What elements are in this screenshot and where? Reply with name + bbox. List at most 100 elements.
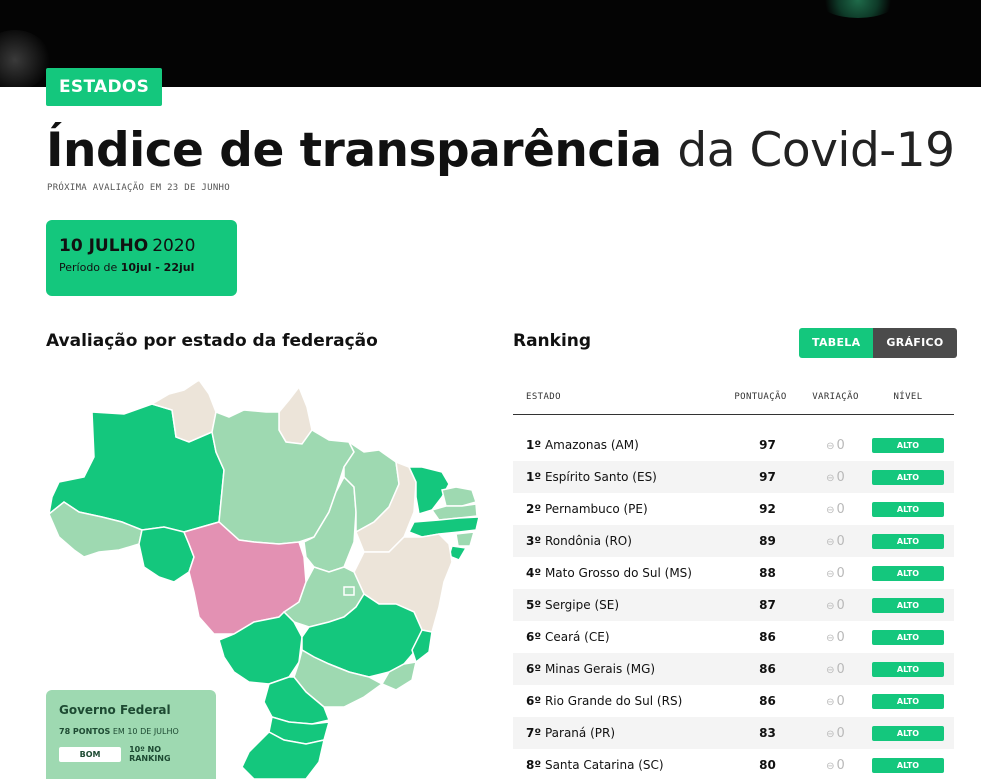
- next-evaluation-note: PRÓXIMA AVALIAÇÃO EM 23 DE JUNHO: [47, 183, 230, 193]
- period-selector[interactable]: 10 JULHO 2020 Período de 10jul - 22jul: [46, 220, 237, 296]
- map-state-pe[interactable]: [407, 516, 480, 538]
- row-state: Mato Grosso do Sul (MS): [544, 566, 692, 580]
- row-score: 97: [759, 470, 776, 484]
- row-state: Sergipe (SE): [544, 598, 620, 612]
- row-variation: ⊖ 0: [808, 502, 863, 517]
- federal-government-card[interactable]: Governo Federal 78 PONTOS EM 10 DE JULHO…: [46, 690, 216, 779]
- ranking-table-header: ESTADO PONTUAÇÃO VARIAÇÃO NÍVEL: [513, 380, 954, 415]
- row-variation-value: 0: [836, 469, 845, 485]
- federal-ranking: 10º NO RANKING: [129, 745, 171, 763]
- level-badge: ALTO: [872, 565, 944, 581]
- row-score: 86: [759, 694, 776, 708]
- neutral-variation-icon: ⊖: [826, 664, 835, 676]
- row-state: Santa Catarina (SC): [544, 758, 664, 772]
- table-row[interactable]: 7º Paraná (PR) 83 ⊖ 0 ALTO: [513, 717, 954, 749]
- row-score: 89: [759, 534, 776, 548]
- toggle-chart-button[interactable]: GRÁFICO: [873, 328, 957, 358]
- row-state: Ceará (CE): [544, 630, 610, 644]
- column-header-level[interactable]: NÍVEL: [893, 392, 923, 402]
- row-variation-value: 0: [836, 565, 845, 581]
- table-row[interactable]: 2º Pernambuco (PE) 92 ⊖ 0 ALTO: [513, 493, 954, 525]
- top-banner: [0, 0, 981, 87]
- table-row[interactable]: 3º Rondônia (RO) 89 ⊖ 0 ALTO: [513, 525, 954, 557]
- row-variation: ⊖ 0: [808, 598, 863, 613]
- map-state-pr[interactable]: [263, 676, 331, 725]
- neutral-variation-icon: ⊖: [826, 696, 835, 708]
- row-position: 6º: [526, 662, 542, 676]
- banner-decoration: [818, 0, 898, 18]
- toggle-table-button[interactable]: TABELA: [799, 328, 874, 358]
- row-position: 1º: [526, 438, 542, 452]
- row-position: 6º: [526, 630, 542, 644]
- map-state-df[interactable]: [343, 586, 355, 596]
- row-variation: ⊖ 0: [808, 758, 863, 773]
- row-state: Minas Gerais (MG): [544, 662, 656, 676]
- page-title-light: da Covid-19: [677, 123, 955, 178]
- federal-rating-badge: BOM: [59, 746, 122, 762]
- row-variation-value: 0: [836, 501, 845, 517]
- federal-name: Governo Federal: [59, 703, 171, 717]
- row-position: 1º: [526, 470, 542, 484]
- row-position: 8º: [526, 758, 542, 772]
- column-header-state[interactable]: ESTADO: [526, 392, 561, 402]
- period-date-year: 2020: [152, 236, 196, 256]
- row-score: 86: [759, 630, 776, 644]
- row-variation-value: 0: [836, 437, 845, 453]
- neutral-variation-icon: ⊖: [826, 600, 835, 612]
- map-state-rn[interactable]: [441, 486, 477, 507]
- map-state-ms[interactable]: [218, 610, 303, 685]
- table-row[interactable]: 6º Minas Gerais (MG) 86 ⊖ 0 ALTO: [513, 653, 954, 685]
- row-score: 80: [759, 758, 776, 772]
- map-state-rs[interactable]: [241, 731, 325, 779]
- level-badge: ALTO: [872, 533, 944, 549]
- map-state-al[interactable]: [455, 531, 476, 547]
- row-score: 86: [759, 662, 776, 676]
- row-variation-value: 0: [836, 533, 845, 549]
- row-variation-value: 0: [836, 629, 845, 645]
- map-state-es[interactable]: [411, 629, 433, 664]
- neutral-variation-icon: ⊖: [826, 472, 835, 484]
- row-variation: ⊖ 0: [808, 534, 863, 549]
- column-header-score[interactable]: PONTUAÇÃO: [734, 392, 787, 402]
- row-state: Rio Grande do Sul (RS): [544, 694, 683, 708]
- federal-rating-row: BOM 10º NO RANKING: [59, 745, 203, 763]
- row-variation: ⊖ 0: [808, 662, 863, 677]
- period-range-prefix: Período de: [59, 261, 118, 274]
- level-badge: ALTO: [872, 501, 944, 517]
- section-badge: ESTADOS: [46, 68, 163, 106]
- row-state: Pernambuco (PE): [544, 502, 648, 516]
- neutral-variation-icon: ⊖: [826, 728, 835, 740]
- row-variation: ⊖ 0: [808, 470, 863, 485]
- table-row[interactable]: 4º Mato Grosso do Sul (MS) 88 ⊖ 0 ALTO: [513, 557, 954, 589]
- table-row[interactable]: 5º Sergipe (SE) 87 ⊖ 0 ALTO: [513, 589, 954, 621]
- table-row[interactable]: 1º Amazonas (AM) 97 ⊖ 0 ALTO: [513, 429, 954, 461]
- level-badge: ALTO: [872, 437, 944, 453]
- neutral-variation-icon: ⊖: [826, 440, 835, 452]
- ranking-table-body: 1º Amazonas (AM) 97 ⊖ 0 ALTO 1º Espírito San…: [513, 429, 954, 779]
- table-row[interactable]: 8º Santa Catarina (SC) 80 ⊖ 0 ALTO: [513, 749, 954, 779]
- row-variation-value: 0: [836, 757, 845, 773]
- row-score: 83: [759, 726, 776, 740]
- table-row[interactable]: 6º Rio Grande do Sul (RS) 86 ⊖ 0 ALTO: [513, 685, 954, 717]
- row-variation-value: 0: [836, 661, 845, 677]
- row-score: 92: [759, 502, 776, 516]
- row-state: Rondônia (RO): [544, 534, 632, 548]
- map-state-ap[interactable]: [278, 385, 313, 445]
- row-position: 5º: [526, 598, 542, 612]
- row-position: 6º: [526, 694, 542, 708]
- table-row[interactable]: 1º Espírito Santo (ES) 97 ⊖ 0 ALTO: [513, 461, 954, 493]
- column-header-variation[interactable]: VARIAÇÃO: [812, 392, 859, 402]
- map-state-ce[interactable]: [407, 466, 450, 515]
- view-toggle: TABELA GRÁFICO: [799, 328, 957, 358]
- brazil-map: [47, 378, 480, 779]
- period-date-day: 10 JULHO: [59, 236, 149, 256]
- level-badge: ALTO: [872, 693, 944, 709]
- neutral-variation-icon: ⊖: [826, 504, 835, 516]
- ranking-table: ESTADO PONTUAÇÃO VARIAÇÃO NÍVEL 1º Amazo…: [513, 380, 954, 779]
- period-range-value: 10jul - 22jul: [120, 261, 195, 274]
- page-title: Índice de transparência da Covid-19: [46, 122, 955, 180]
- table-row[interactable]: 6º Ceará (CE) 86 ⊖ 0 ALTO: [513, 621, 954, 653]
- federal-points-date: EM 10 DE JULHO: [112, 727, 179, 736]
- row-state: Espírito Santo (ES): [544, 470, 657, 484]
- neutral-variation-icon: ⊖: [826, 760, 835, 772]
